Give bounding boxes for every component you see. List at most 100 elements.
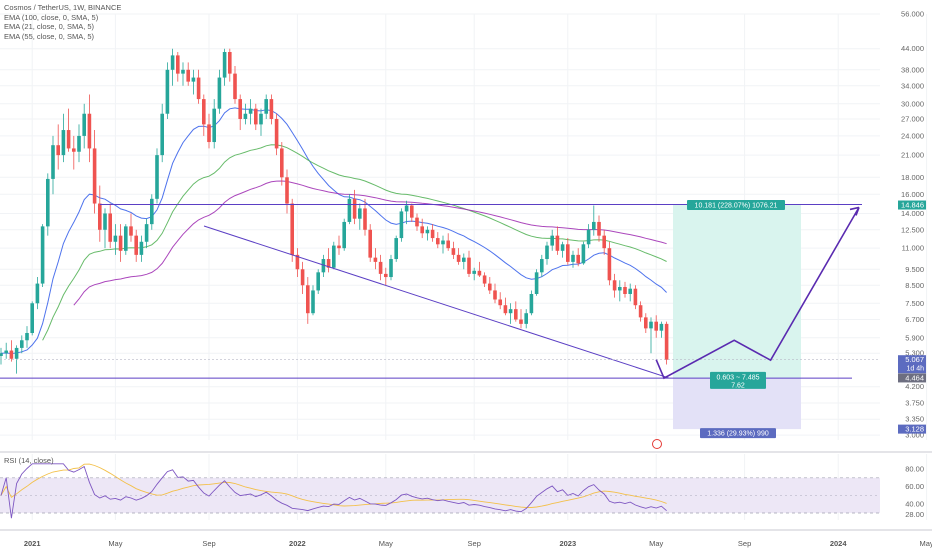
- candle: [659, 321, 664, 338]
- candle: [103, 208, 107, 249]
- candle: [248, 99, 253, 125]
- candle: [66, 108, 71, 152]
- candle: [269, 94, 274, 125]
- ema-100-line: [73, 180, 667, 306]
- candle-body: [248, 108, 253, 114]
- candle: [550, 229, 554, 251]
- entry-price-tag: 4.464: [905, 373, 924, 382]
- rsi-tick-label: 80.00: [905, 465, 924, 474]
- candle: [394, 235, 398, 262]
- candle: [618, 280, 622, 302]
- candle: [280, 142, 284, 186]
- time-tick-label: May: [108, 539, 122, 548]
- candle: [4, 342, 8, 359]
- candle-body: [503, 305, 508, 314]
- candle: [77, 124, 81, 163]
- time-tick-label: 2023: [559, 539, 576, 548]
- candle-body: [373, 257, 378, 262]
- candle: [56, 124, 60, 170]
- entry-price-tag-box: [898, 373, 926, 383]
- price-tick-label: 14.000: [901, 209, 924, 218]
- candle: [254, 103, 258, 131]
- stop-price-tag: 3.128: [905, 425, 924, 434]
- rsi-label[interactable]: RSI (14, close): [4, 456, 54, 465]
- candle-body: [160, 113, 164, 156]
- candle: [176, 52, 180, 82]
- candle-body: [4, 350, 8, 354]
- candle-body: [259, 113, 263, 125]
- candle: [150, 194, 154, 230]
- time-tick-label: May: [379, 539, 393, 548]
- price-tick-label: 6.700: [905, 315, 924, 324]
- candle: [649, 317, 653, 354]
- candle-body: [649, 321, 653, 329]
- candle: [124, 224, 128, 255]
- candle-body: [87, 113, 92, 149]
- time-axis[interactable]: 2021MaySep2022MaySep2023MaySep2024MaySep…: [24, 539, 932, 548]
- candle: [300, 261, 305, 294]
- candle-body: [597, 221, 601, 236]
- candle: [191, 69, 196, 95]
- candle-body: [456, 254, 461, 262]
- candle-body: [607, 248, 612, 281]
- candle: [274, 113, 279, 156]
- rsi-tick-label: 40.00: [905, 500, 924, 509]
- candle-body: [118, 235, 123, 251]
- candle: [332, 241, 336, 270]
- price-tick-label: 16.000: [901, 190, 924, 199]
- candle: [581, 241, 586, 265]
- ema-100-label[interactable]: EMA (100, close, 0, SMA, 5): [4, 12, 99, 22]
- ema-lines: [0, 107, 667, 355]
- candle-body: [269, 99, 274, 119]
- price-tick-label: 21.000: [901, 151, 924, 160]
- candle: [540, 254, 544, 278]
- projection-path: [655, 206, 860, 380]
- time-tick-label: May: [920, 539, 932, 548]
- entry-label-box: [710, 371, 766, 389]
- candle-body: [555, 235, 560, 251]
- time-tick-label: May: [649, 539, 663, 548]
- candle: [456, 248, 461, 265]
- candle-body: [280, 148, 284, 178]
- entry-sublabel: 7.62: [731, 382, 745, 389]
- candle-body: [550, 235, 554, 246]
- candle-body: [352, 198, 357, 219]
- candle-body: [446, 240, 450, 249]
- candle-body: [46, 178, 50, 227]
- candle: [425, 226, 430, 241]
- candle: [87, 94, 92, 163]
- candle-body: [176, 55, 180, 74]
- symbol-title[interactable]: Cosmos / TetherUS, 1W, BINANCE: [4, 3, 122, 12]
- candle-body: [9, 350, 14, 359]
- candle-body: [638, 305, 643, 318]
- price-axis[interactable]: 56.000 44.000 38.000 34.000 30.000 27.000 24.0…: [898, 10, 926, 440]
- candle: [35, 277, 40, 310]
- price-tick-label: 56.000: [901, 10, 924, 19]
- candle: [399, 208, 404, 242]
- candle: [545, 241, 549, 265]
- candle-body: [61, 130, 66, 156]
- ema-55-label[interactable]: EMA (55, close, 0, SMA, 5): [4, 31, 95, 41]
- candle: [508, 303, 513, 324]
- rsi-tick-label: 28.00: [905, 510, 924, 519]
- candle-body: [358, 208, 362, 219]
- candle-body: [342, 221, 346, 249]
- ema-21-label[interactable]: EMA (21, close, 0, SMA, 5): [4, 22, 95, 32]
- candle-body: [155, 155, 159, 199]
- candle-body: [420, 226, 424, 234]
- candle-body: [389, 259, 393, 278]
- candle-body: [290, 203, 294, 255]
- candle: [644, 313, 648, 334]
- candle: [420, 218, 424, 239]
- price-tick-label: 12.500: [901, 225, 924, 234]
- candle-body: [0, 353, 3, 356]
- candle: [170, 48, 175, 86]
- candle: [212, 99, 216, 149]
- candle: [217, 69, 222, 114]
- candle-body: [285, 177, 289, 204]
- candle-body: [644, 317, 648, 329]
- candle: [451, 241, 456, 260]
- candle-body: [576, 254, 580, 264]
- price-tick-label: 3.350: [905, 415, 924, 424]
